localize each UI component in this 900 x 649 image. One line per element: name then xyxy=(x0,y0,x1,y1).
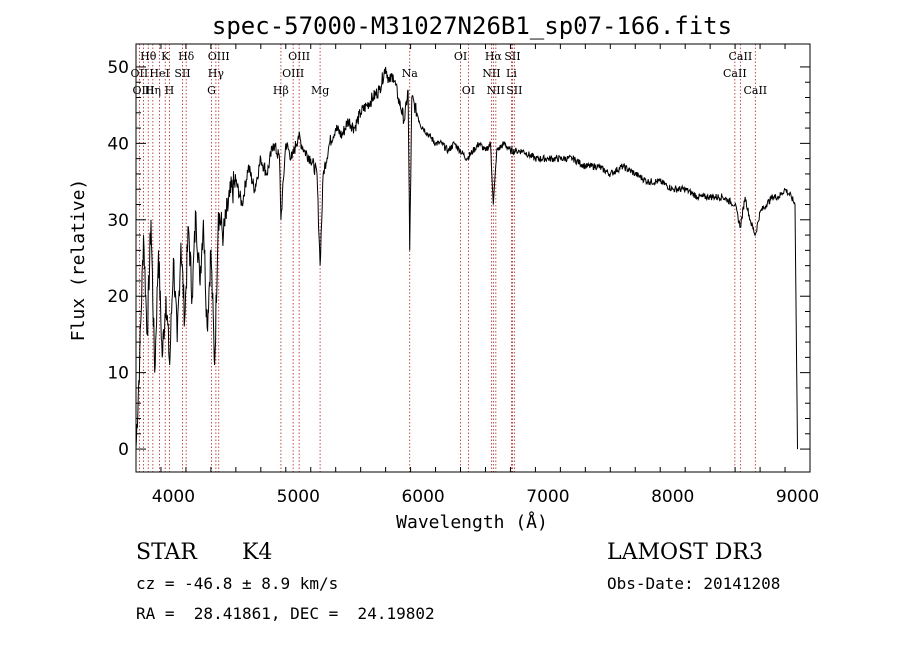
line-label-19: NII xyxy=(482,67,500,80)
y-tick-label-4: 40 xyxy=(107,134,129,154)
y-axis: 0 10 20 30 40 50 xyxy=(107,58,810,460)
spectral-line-labels: HθOIIOIIIHηHeIKHSIIHδGHγOIIIHβOIIIOIIIMg… xyxy=(131,50,768,97)
y-tick-label-2: 20 xyxy=(107,287,129,307)
line-label-21: NII xyxy=(487,84,505,97)
line-label-5: K xyxy=(161,50,170,63)
line-label-6: H xyxy=(165,84,175,97)
x-tick-label-0: 4000 xyxy=(152,487,195,507)
line-label-16: Na xyxy=(402,67,419,80)
line-label-2: OIII xyxy=(132,84,154,97)
line-label-3: Hη xyxy=(145,84,161,97)
observation-date: Obs-Date: 20141208 xyxy=(607,574,781,593)
line-label-22: Li xyxy=(506,67,517,80)
x-tick-label-3: 7000 xyxy=(526,487,569,507)
chart-title: spec-57000-M31027N26B1_sp07-166.fits xyxy=(212,12,732,40)
line-label-24: SII xyxy=(506,84,522,97)
line-label-11: OIII xyxy=(208,50,230,63)
y-tick-label-3: 30 xyxy=(107,211,129,231)
series-flux xyxy=(135,66,798,450)
line-label-27: CaII xyxy=(743,84,767,97)
object-class: STAR xyxy=(136,540,197,565)
x-tick-label-5: 9000 xyxy=(776,487,819,507)
redshift-velocity: cz = -46.8 ± 8.9 km/s xyxy=(136,574,339,593)
spectral-line-markers xyxy=(138,44,756,472)
coordinates: RA = 28.41861, DEC = 24.19802 xyxy=(136,604,435,623)
survey-name: LAMOST DR3 xyxy=(607,540,763,565)
object-subclass: K4 xyxy=(242,540,273,565)
x-tick-label-1: 5000 xyxy=(277,487,320,507)
x-tick-label-4: 8000 xyxy=(651,487,694,507)
line-label-4: HeI xyxy=(149,67,169,80)
line-label-20: Hα xyxy=(485,50,503,63)
line-label-14: OIII xyxy=(288,50,310,63)
y-axis-label: Flux (relative) xyxy=(68,179,89,342)
line-label-1: OII xyxy=(131,67,149,80)
line-label-10: Hγ xyxy=(208,67,225,80)
line-label-25: CaII xyxy=(723,67,747,80)
x-tick-label-2: 6000 xyxy=(401,487,444,507)
line-label-17: OI xyxy=(454,50,467,63)
x-axis-label: Wavelength (Å) xyxy=(396,511,548,533)
line-label-15: Mg xyxy=(311,84,329,97)
y-tick-label-5: 50 xyxy=(107,58,129,78)
line-label-23: SII xyxy=(504,50,520,63)
x-axis: 4000 5000 6000 7000 8000 9000 xyxy=(135,44,819,507)
line-label-7: SII xyxy=(174,67,190,80)
y-tick-label-0: 0 xyxy=(118,440,129,460)
line-label-9: G xyxy=(207,84,216,97)
line-label-13: OIII xyxy=(282,67,304,80)
line-label-0: Hθ xyxy=(140,50,157,63)
line-label-12: Hβ xyxy=(273,84,289,97)
line-label-18: OI xyxy=(462,84,475,97)
line-label-26: CaII xyxy=(729,50,753,63)
line-label-8: Hδ xyxy=(178,50,195,63)
plot-frame xyxy=(135,43,811,473)
y-tick-label-1: 10 xyxy=(107,364,129,384)
series-layer xyxy=(135,66,798,450)
